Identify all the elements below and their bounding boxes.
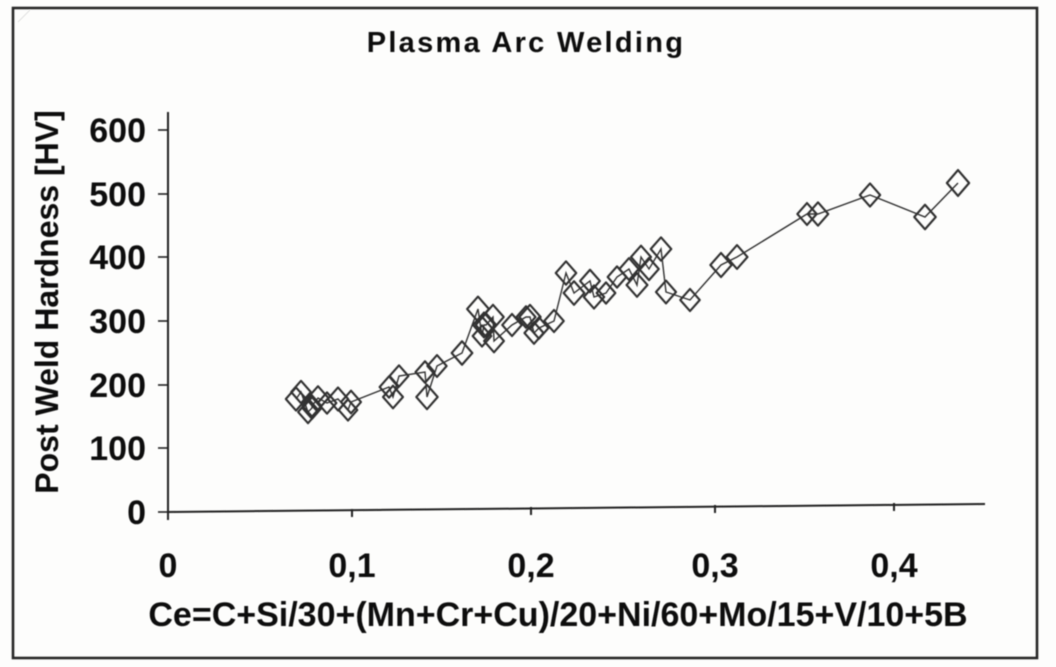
- svg-text:200: 200: [89, 367, 146, 405]
- svg-text:Plasma Arc Welding: Plasma Arc Welding: [367, 27, 686, 59]
- svg-text:0: 0: [127, 494, 146, 532]
- svg-text:0,3: 0,3: [691, 547, 738, 585]
- svg-text:0,2: 0,2: [507, 547, 554, 585]
- svg-text:500: 500: [89, 176, 146, 214]
- svg-text:0,1: 0,1: [328, 547, 375, 585]
- svg-text:0,4: 0,4: [870, 547, 917, 585]
- svg-text:300: 300: [89, 303, 146, 341]
- svg-text:100: 100: [89, 430, 146, 468]
- svg-text:Ce=C+Si/30+(Mn+Cr+Cu)/20+Ni/60: Ce=C+Si/30+(Mn+Cr+Cu)/20+Ni/60+Mo/15+V/1…: [148, 596, 967, 634]
- svg-text:0: 0: [159, 547, 178, 585]
- svg-text:400: 400: [89, 239, 146, 277]
- svg-text:Post Weld Hardness [HV]: Post Weld Hardness [HV]: [29, 110, 65, 493]
- svg-text:600: 600: [89, 112, 146, 150]
